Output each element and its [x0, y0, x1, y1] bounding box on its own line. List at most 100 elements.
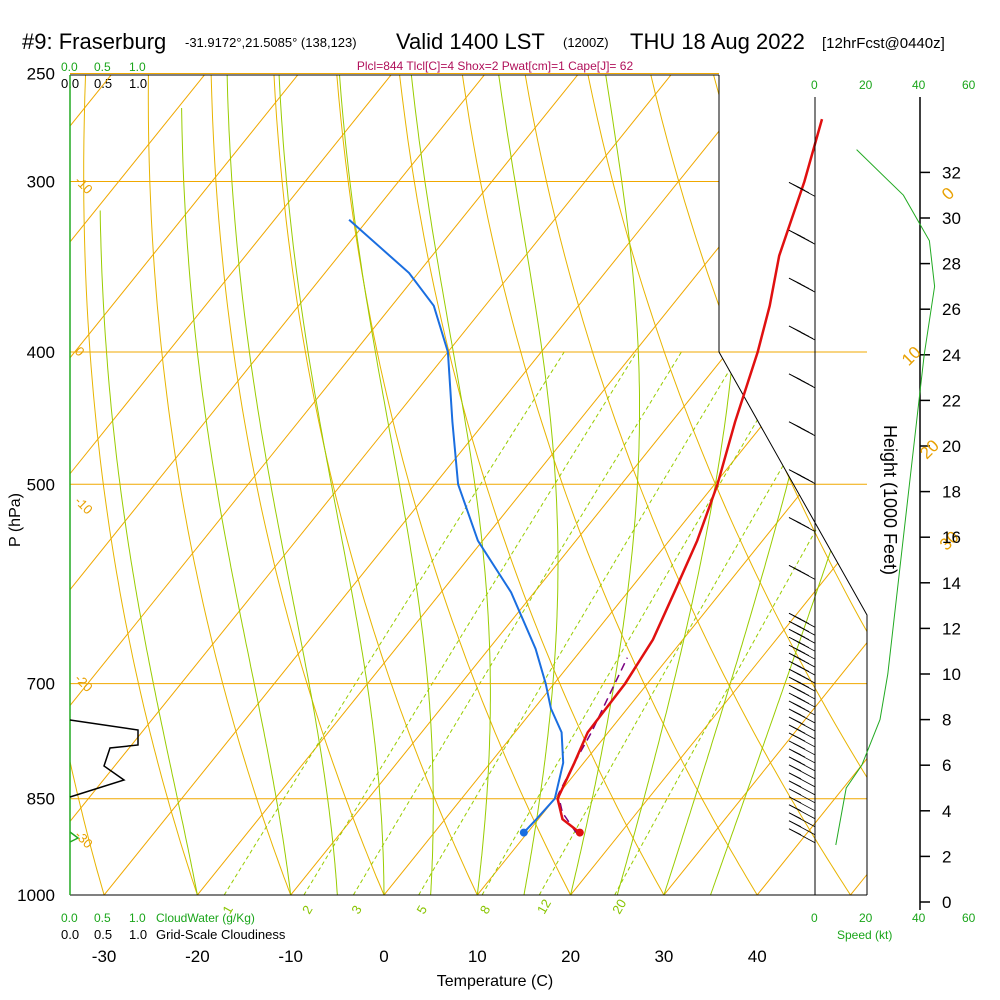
wind-barb-flag: [788, 772, 802, 780]
wind-barb: [788, 692, 816, 708]
wind-barb: [788, 517, 816, 532]
wind-barb-flag: [796, 673, 810, 680]
plot-frame-right: [718, 75, 868, 895]
height-tick-label: 18: [942, 483, 961, 502]
wind-barb: [788, 732, 816, 748]
wind-barb-flag: [792, 742, 806, 750]
wind-barb: [788, 716, 816, 732]
cloud-bottom-tick-0: 0.0: [61, 911, 78, 925]
mixing-ratio-line: [352, 351, 682, 895]
wind-barb-flag: [796, 649, 810, 656]
wind-barb: [788, 684, 816, 700]
dry-adiabat: [0, 49, 11, 895]
wind-barb-flag: [788, 820, 802, 828]
wind-panel: [788, 97, 936, 895]
cloud-water-label: CloudWater (g/Kg): [156, 911, 255, 925]
speed-top-tick-3: 60: [962, 78, 976, 92]
wind-barb: [788, 620, 816, 636]
params-line: Plcl=844 Tlcl[C]=4 Shox=2 Pwat[cm]=1 Cap…: [357, 59, 634, 73]
wind-barb: [788, 788, 816, 804]
dry-adiabat: [147, 75, 292, 895]
wind-barb: [788, 325, 816, 341]
cloudiness-top-tick-2: 1.0: [129, 76, 147, 91]
wind-barb-flag: [800, 284, 814, 292]
isotherm-label: -20: [72, 671, 96, 695]
wind-barb: [788, 469, 816, 484]
height-tick-label: 8: [942, 711, 951, 730]
wind-barb: [788, 820, 816, 836]
isotherm-line: [0, 74, 19, 896]
wind-barb: [788, 748, 816, 764]
wind-barb-flag: [796, 625, 810, 632]
dry-adiabat: [644, 75, 867, 895]
temperature-tick-label: -30: [92, 947, 117, 966]
dewpoint-line: [348, 219, 565, 834]
cloudiness-profile: [69, 719, 139, 843]
temperature-tick-label: 30: [654, 947, 673, 966]
isotherm-line: [850, 75, 867, 895]
wind-barb: [788, 756, 816, 772]
dry-adiabat: [955, 49, 1000, 895]
mixing-ratio-label: 8: [477, 903, 494, 917]
speed-bottom-tick-3: 60: [962, 911, 976, 925]
wind-barb: [788, 708, 816, 724]
height-tick-label: 12: [942, 619, 961, 638]
isotherm-line: [70, 75, 206, 895]
wind-barb: [788, 277, 816, 293]
isotherm-label: -10: [72, 173, 96, 197]
background-grid: [0, 49, 1000, 896]
wind-barb-flag: [792, 734, 806, 742]
height-tick-label: 0: [942, 893, 951, 912]
wind-barb-flag: [796, 705, 810, 712]
wind-barb: [788, 812, 816, 828]
speed-bottom-tick-0: 0: [811, 911, 818, 925]
height-tick-label: 20: [942, 437, 961, 456]
cloud-bottom-tick-2: 1.0: [129, 911, 146, 925]
speed-top-tick-1: 20: [859, 78, 873, 92]
wind-barb-flag: [800, 236, 814, 244]
wind-barb: [788, 373, 816, 389]
profiles-clip-group: [348, 118, 824, 834]
wind-barb-flag: [796, 186, 810, 194]
cloudiness-top-tick-1: 0.5: [94, 76, 112, 91]
pressure-tick-label: 1000: [17, 886, 55, 905]
wind-speed-line: [835, 149, 936, 846]
moist-adiabat: [337, 75, 434, 895]
wind-barb: [788, 181, 816, 197]
wind-barb-flag: [792, 726, 806, 734]
wind-barb-flag: [796, 521, 810, 529]
cloud-bottom-tick-1: 0.5: [94, 911, 111, 925]
dry-adiabat: [272, 75, 478, 895]
pressure-tick-label: 300: [27, 173, 55, 192]
wind-barb-flag: [788, 812, 802, 820]
wind-barb: [788, 724, 816, 740]
station-coords: -31.9172°,21.5085° (138,123): [185, 35, 357, 50]
wind-barb-flag: [788, 796, 802, 804]
wind-barb-flag: [796, 633, 810, 640]
moist-adiabat: [494, 75, 559, 895]
isotherm-line: [663, 75, 867, 895]
dry-adiabat: [396, 75, 665, 895]
isotherm-line: [570, 75, 867, 895]
wind-barb: [788, 612, 816, 628]
height-tick-label: 4: [942, 802, 951, 821]
dry-adiabat: [520, 75, 851, 895]
station-title: #9: Fraserburg: [22, 29, 166, 54]
wind-barb-flag: [788, 788, 802, 796]
temperature-tick-label: 10: [468, 947, 487, 966]
height-tick-label: 22: [942, 391, 961, 410]
pressure-tick-label: 400: [27, 343, 55, 362]
grid-clip-group: [0, 49, 1000, 896]
mixing-ratio-label: 2: [299, 903, 316, 917]
pressure-tick-label: 500: [27, 475, 55, 494]
speed-top-tick-2: 40: [912, 78, 926, 92]
speed-bottom-tick-1: 20: [859, 911, 873, 925]
mixing-ratio-label: 3: [348, 903, 365, 917]
wind-barb: [788, 668, 816, 684]
moist-adiabat: [710, 75, 867, 895]
cloud-top-tick-0: 0.0: [61, 60, 78, 74]
isotherm-line: [70, 75, 393, 895]
isotherm-label: 10: [898, 343, 925, 370]
temperature-tick-label: -20: [185, 947, 210, 966]
wind-barb-flag: [800, 380, 814, 387]
